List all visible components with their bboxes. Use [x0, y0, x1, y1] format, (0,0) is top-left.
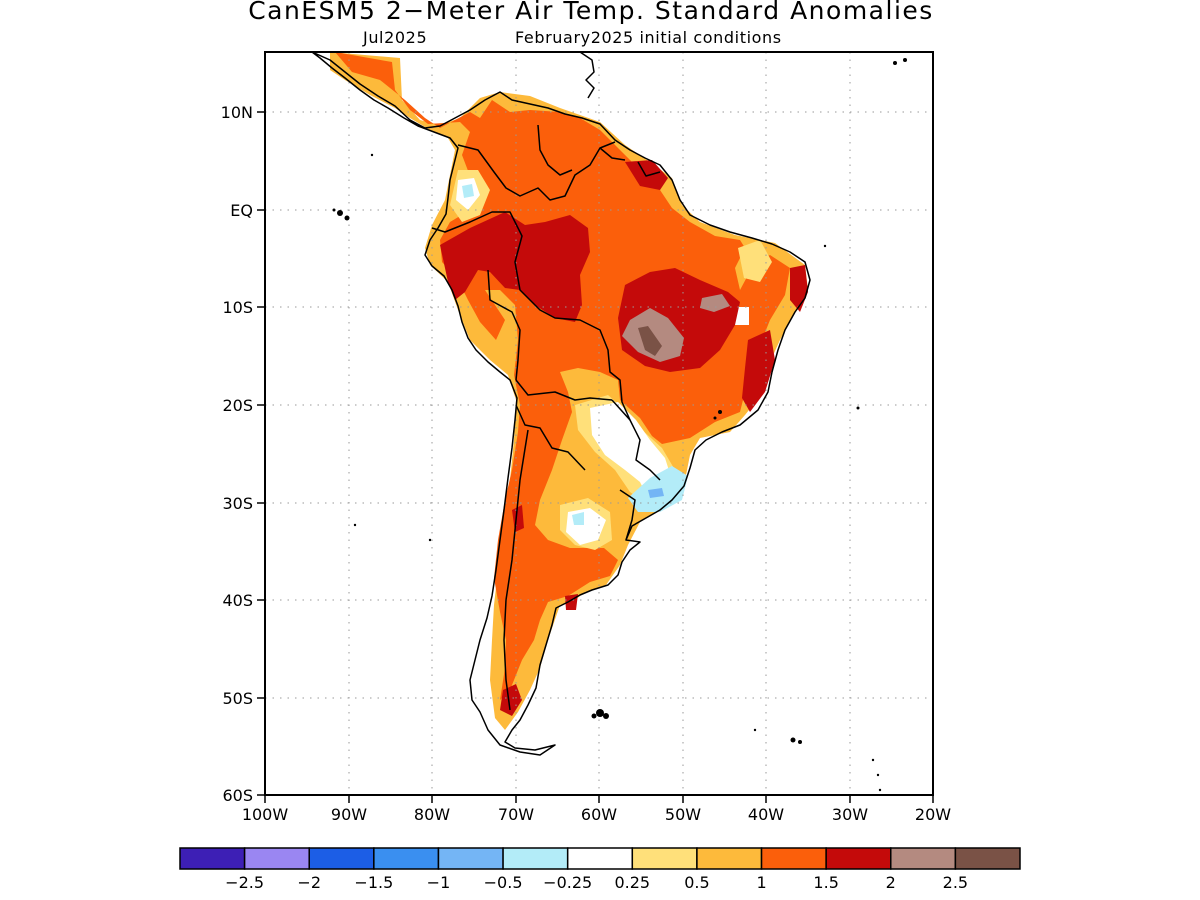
lat-tick-label: 10N	[221, 103, 253, 122]
lon-tick-label: 70W	[498, 805, 534, 824]
lon-tick-label: 80W	[414, 805, 450, 824]
colorbar-swatch	[373, 847, 440, 870]
anomaly-region-near-normal	[590, 402, 672, 500]
islands	[332, 58, 907, 792]
map-title: CanESM5 2−Meter Air Temp. Standard Anoma…	[248, 0, 934, 25]
anomaly-region-0.25-0.5	[738, 240, 772, 282]
colorbar-swatch	[890, 847, 957, 870]
anomaly-region-1.5-2	[500, 684, 522, 716]
lat-tick-label: EQ	[230, 201, 253, 220]
lat-tick-label: 20S	[222, 396, 253, 415]
colorbar-swatch	[954, 847, 1021, 870]
anomaly-field	[330, 52, 808, 730]
colorbar-label: −2	[297, 873, 321, 892]
colorbar-swatch	[631, 847, 698, 870]
forecast-month: Jul2025	[363, 28, 428, 47]
anomaly-region-1-1.5	[335, 52, 790, 700]
colorbar-swatch	[308, 847, 375, 870]
colorbar-label: 1.5	[813, 873, 838, 892]
colorbar-label: −1.5	[354, 873, 393, 892]
colorbar-swatch	[179, 847, 246, 870]
colorbar-swatch	[566, 847, 634, 870]
anomaly-region-near-normal	[735, 307, 749, 325]
colorbar: −2.5 −2 −1.5 −1 −0.5 −0.25 0.25 0.5 1 1.5 2 2.5	[179, 847, 1021, 892]
anomaly-region-1.5-2	[625, 160, 668, 190]
colorbar-swatch	[502, 847, 569, 870]
colorbar-label: −0.5	[484, 873, 523, 892]
colorbar-label: 1	[756, 873, 766, 892]
anomaly-region-neg-0.25	[462, 184, 474, 198]
lon-tick-label: 50W	[665, 805, 701, 824]
axis-ticks	[257, 111, 934, 803]
country-borders	[431, 124, 661, 711]
lon-tick-label: 40W	[748, 805, 784, 824]
anomaly-region-above-2.5	[638, 326, 662, 356]
colorbar-label: 0.25	[614, 873, 650, 892]
colorbar-label: −0.25	[543, 873, 592, 892]
lat-tick-label: 50S	[222, 689, 253, 708]
colorbar-label: −2.5	[225, 873, 264, 892]
colorbar-swatch	[437, 847, 504, 870]
lat-tick-label: 10S	[222, 298, 253, 317]
coastlines	[311, 52, 811, 756]
lon-tick-label: 100W	[242, 805, 289, 824]
anomaly-region-neg-0.5	[648, 488, 664, 498]
colorbar-swatch	[825, 847, 892, 870]
colorbar-swatch	[760, 847, 827, 870]
initial-conditions-label: February2025 initial conditions	[515, 28, 782, 47]
colorbar-label: 2.5	[943, 873, 968, 892]
lon-tick-label: 30W	[832, 805, 868, 824]
lat-tick-label: 30S	[222, 494, 253, 513]
colorbar-label: 0.5	[684, 873, 709, 892]
lat-tick-label: 40S	[222, 591, 253, 610]
colorbar-label: −1	[427, 873, 451, 892]
anomaly-region-neg-0.25	[572, 512, 584, 525]
anomaly-region-1.5-2	[440, 212, 590, 322]
lon-tick-label: 90W	[331, 805, 367, 824]
lon-tick-label: 20W	[915, 805, 951, 824]
anomaly-region-1.5-2	[742, 330, 775, 412]
colorbar-swatch	[696, 847, 763, 870]
lat-tick-label: 60S	[222, 786, 253, 805]
lon-tick-label: 60W	[581, 805, 617, 824]
colorbar-swatch	[243, 847, 310, 870]
colorbar-label: 2	[886, 873, 896, 892]
